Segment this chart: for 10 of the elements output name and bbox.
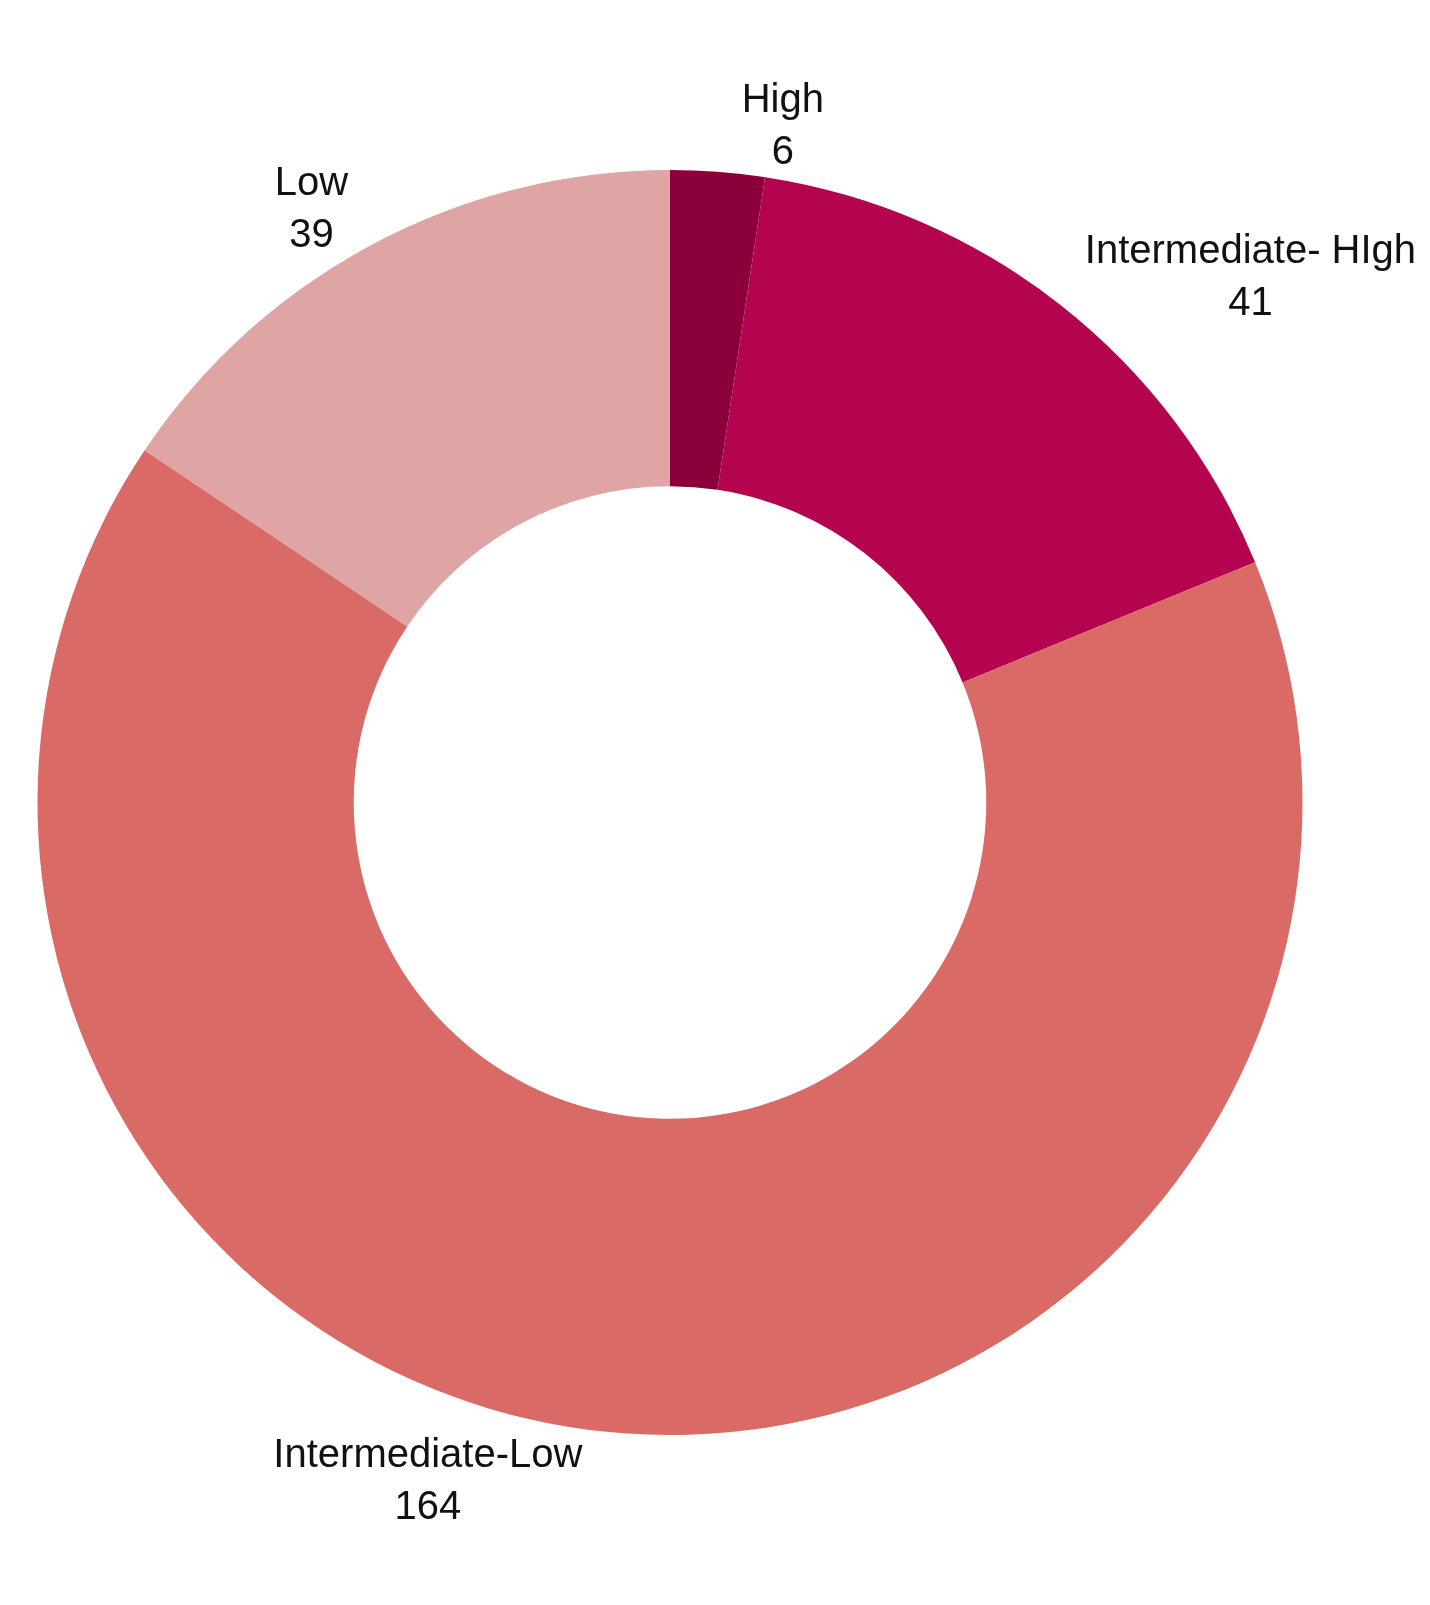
slice-label: Intermediate-Low: [273, 1431, 583, 1476]
data-label: 41: [1228, 279, 1273, 324]
donut-slice: [38, 450, 1303, 1435]
slice-label: High: [741, 76, 824, 121]
donut-slice: [670, 170, 766, 490]
slice-label: Intermediate- HIgh: [1084, 227, 1417, 272]
slice-label: Low: [274, 159, 349, 204]
data-label: 39: [289, 211, 334, 256]
data-label: 6: [771, 128, 794, 173]
data-label: 164: [394, 1483, 462, 1528]
